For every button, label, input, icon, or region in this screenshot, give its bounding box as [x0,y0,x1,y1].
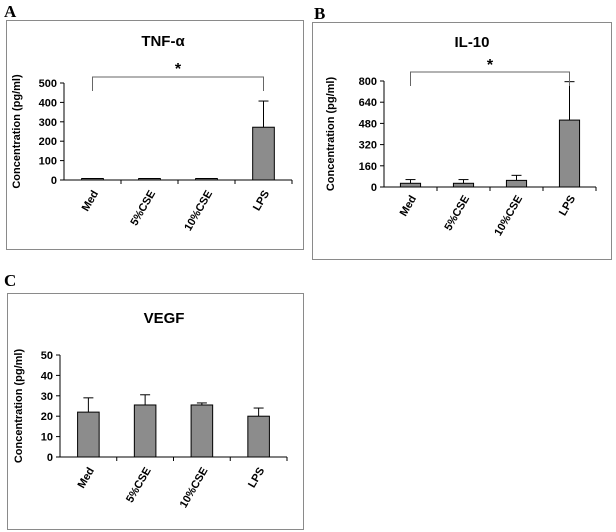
y-tick-label: 100 [39,156,57,168]
y-tick-label: 50 [41,350,53,362]
y-tick-label: 400 [39,97,57,109]
category-label: Med [80,189,101,214]
bar-10cse [505,179,528,188]
category-label: 10%CSE [492,194,525,239]
bar-lps [247,415,270,458]
category-label: Med [76,466,97,491]
y-tick-label: 0 [47,452,53,464]
chart-il10: IL-10 Concentration (pg/ml) 0 160 320 480 640 8… [325,34,597,239]
category-label: LPS [251,189,272,214]
y-axis-label: Concentration (pg/ml) [11,74,23,189]
bar-med [81,178,104,181]
category-label: 5%CSE [124,466,154,505]
chart-title: IL-10 [454,34,489,51]
y-tick-label: 20 [41,411,53,423]
significance-bracket [92,76,264,91]
y-tick-label: 300 [39,117,57,129]
y-tick-label: 480 [359,118,377,130]
y-tick-label: 160 [359,161,377,173]
significance-star: * [487,57,494,74]
y-tick-label: 0 [371,182,377,194]
bar-5cse [133,404,157,458]
bar-med [77,411,100,458]
y-tick-label: 640 [359,97,377,109]
y-axis-label: Concentration (pg/ml) [13,349,25,464]
chart-title: TNF-α [141,33,185,50]
y-tick-label: 30 [41,391,53,403]
y-axis-label: Concentration (pg/ml) [325,77,337,192]
category-label: Med [398,194,419,219]
y-tick-label: 10 [41,432,53,444]
chart-title: VEGF [144,310,185,327]
panel-label-c: C [4,271,17,290]
category-label: 10%CSE [178,466,211,511]
bar-lps [558,119,581,188]
bar-5cse [452,182,475,188]
y-tick-label: 0 [51,175,57,187]
bar-10cse [190,404,214,458]
bar-5cse [138,178,161,181]
category-label: 5%CSE [128,189,158,228]
category-label: 5%CSE [442,194,472,233]
y-tick-label: 800 [359,76,377,88]
category-label: LPS [246,466,267,491]
panel-label-b: B [314,4,326,23]
y-tick-label: 320 [359,140,377,152]
bar-med [399,182,422,188]
bar-10cse [195,178,218,181]
y-tick-label: 500 [39,78,57,90]
y-tick-label: 40 [41,370,53,382]
y-tick-label: 200 [39,136,57,148]
panel-label-a: A [4,2,17,21]
significance-bracket [410,71,570,86]
category-label: 10%CSE [182,189,215,234]
category-label: LPS [557,194,578,219]
significance-star: * [175,61,182,78]
chart-tnf: TNF-α Concentration (pg/ml) 0 100 200 300 400 5… [11,33,293,234]
chart-vegf: VEGF Concentration (pg/ml) 0 10 20 30 40 50 Med 5… [13,310,288,511]
bar-lps [252,126,275,181]
